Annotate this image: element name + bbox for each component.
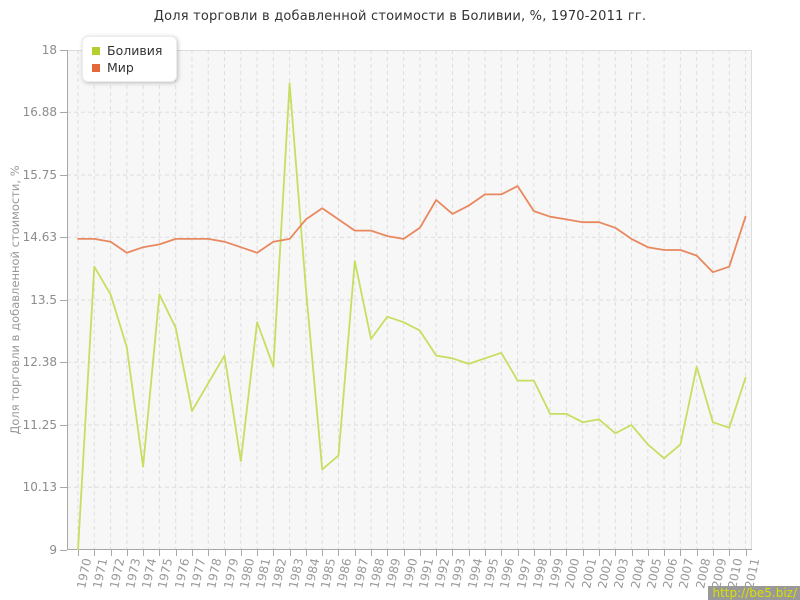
x-tick-mark [290, 550, 291, 556]
x-tick-mark [534, 550, 535, 556]
x-tick-mark [583, 550, 584, 556]
series-line-world [77, 185, 747, 274]
x-tick-mark [566, 550, 567, 556]
plot-area [67, 50, 752, 550]
x-tick-mark [241, 550, 242, 556]
x-tick-mark [436, 550, 437, 556]
x-tick-mark [225, 550, 226, 556]
x-tick-mark [615, 550, 616, 556]
x-tick-label: 2011 [742, 557, 763, 590]
x-tick-mark [518, 550, 519, 556]
x-tick-mark [550, 550, 551, 556]
x-tick-mark [664, 550, 665, 556]
legend: Боливия Мир [82, 36, 178, 82]
y-tick-label: 13.5 [30, 293, 57, 307]
y-tick-mark [60, 300, 67, 301]
series-line-bolivia [77, 82, 747, 550]
legend-label-bolivia: Боливия [107, 43, 163, 58]
y-tick-label: 16.88 [22, 105, 57, 119]
y-tick-mark [60, 425, 67, 426]
y-tick-mark [60, 175, 67, 176]
chart-canvas [67, 50, 752, 550]
x-tick-mark [452, 550, 453, 556]
y-tick-mark [60, 237, 67, 238]
y-tick-label: 9 [49, 543, 57, 557]
x-tick-mark [680, 550, 681, 556]
x-tick-mark [648, 550, 649, 556]
x-tick-mark [176, 550, 177, 556]
y-tick-label: 14.63 [22, 230, 57, 244]
y-tick-label: 18 [41, 43, 57, 57]
world-series-swatch-icon [92, 63, 100, 72]
legend-item-world: Мир [92, 59, 162, 76]
legend-label-world: Мир [107, 60, 134, 75]
y-tick-label: 15.75 [22, 168, 57, 182]
y-tick-mark [60, 487, 67, 488]
x-tick-mark [713, 550, 714, 556]
x-tick-mark [355, 550, 356, 556]
y-tick-mark [60, 362, 67, 363]
x-tick-mark [78, 550, 79, 556]
x-tick-mark [485, 550, 486, 556]
x-tick-mark [420, 550, 421, 556]
x-tick-mark [322, 550, 323, 556]
y-tick-mark [60, 112, 67, 113]
watermark: http://be5.biz/ [708, 586, 800, 600]
y-tick-label: 12.38 [22, 355, 57, 369]
x-tick-mark [159, 550, 160, 556]
x-tick-mark [127, 550, 128, 556]
bolivia-series-swatch-icon [92, 46, 100, 55]
x-tick-mark [143, 550, 144, 556]
legend-item-bolivia: Боливия [92, 42, 162, 59]
x-tick-mark [729, 550, 730, 556]
x-tick-mark [632, 550, 633, 556]
x-tick-mark [111, 550, 112, 556]
y-tick-label: 10.13 [22, 480, 57, 494]
y-tick-label: 11.25 [22, 418, 57, 432]
x-tick-mark [404, 550, 405, 556]
x-tick-mark [94, 550, 95, 556]
x-tick-mark [599, 550, 600, 556]
x-tick-mark [746, 550, 747, 556]
chart-title: Доля торговли в добавленной стоимости в … [153, 9, 647, 24]
x-tick-mark [208, 550, 209, 556]
x-tick-mark [338, 550, 339, 556]
y-tick-mark [60, 550, 67, 551]
x-tick-mark [387, 550, 388, 556]
x-tick-mark [273, 550, 274, 556]
x-tick-mark [192, 550, 193, 556]
x-tick-mark [257, 550, 258, 556]
x-tick-mark [501, 550, 502, 556]
x-tick-mark [697, 550, 698, 556]
x-tick-mark [306, 550, 307, 556]
x-tick-mark [371, 550, 372, 556]
x-tick-mark [469, 550, 470, 556]
y-tick-mark [60, 50, 67, 51]
